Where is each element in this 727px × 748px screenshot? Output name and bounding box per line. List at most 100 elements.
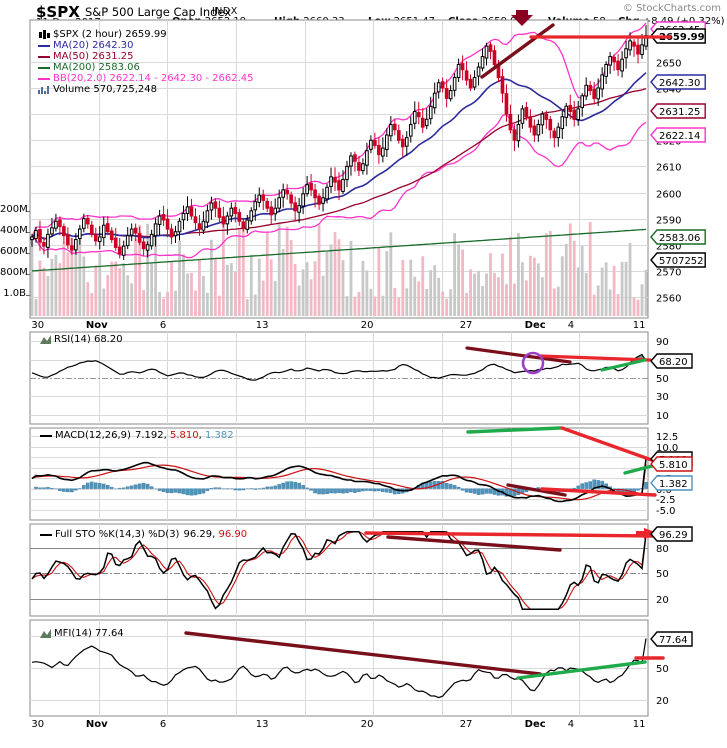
volume-bar [317,224,321,316]
candle-body [93,233,98,242]
macd-histogram-bar [488,488,493,494]
volume-bar [82,256,86,316]
macd-histogram-bar [38,487,42,489]
volume-bar [221,224,225,316]
volume-bar [154,236,157,316]
macd-panel-legend: MACD(12,26,9) 7.192 , 5.810 , 1.382 [40,430,234,441]
macd-histogram-bar [317,488,321,495]
date-axis-label: 30 [31,320,45,331]
legend-row-ma20: MA(20) 2642.30 [38,40,254,51]
annotation-mfi-support[interactable] [516,660,647,680]
annotation-macd-red1[interactable] [560,426,662,465]
legend-row-sto: Full STO %K(14,3) %D(3) 96.29 , 96.90 [40,529,247,540]
volume-bar [198,259,201,316]
macd-histogram-bar [333,488,337,494]
axis-value-flag-text: 2642.30 [659,78,700,89]
volume-bar [620,261,624,316]
candle-body [269,206,274,216]
volume-bar [552,288,556,316]
legend-macd-comma1: , [163,430,170,441]
volume-bar [194,290,197,316]
macd-histogram-bar [269,486,274,489]
volume-bar [90,293,94,316]
candle-body [584,84,589,97]
candle-body [576,108,581,120]
mfi-axis-tick: 50 [656,664,669,675]
date-axis-label: 20 [360,320,374,331]
candle-body [185,206,190,214]
volume-bar [150,262,153,316]
macd-histogram-bar [357,488,361,493]
annotation-macd-darkred[interactable] [506,483,567,497]
candle-body [512,129,517,141]
macd-axis-tick: 12.5 [656,432,678,443]
candle-body [46,233,50,248]
volume-bar [640,284,644,316]
volume-bar [190,272,193,316]
volume-bar [333,232,337,316]
date-axis-label: Dec [524,719,546,730]
macd-histogram-bar [576,485,581,489]
axis-value-flag [650,526,693,542]
annotation-macd-green1[interactable] [466,426,562,434]
date-axis-label: 4 [567,719,575,730]
candle-body [217,207,222,218]
macd-histogram-bar [213,487,218,489]
sto-panel[interactable] [29,523,649,617]
candle-body [588,85,593,92]
volume-bar [644,269,648,316]
annotation-mfi-trendline[interactable] [184,631,542,676]
volume-bar [525,280,528,316]
volume-bar [74,246,78,316]
candle-body [89,224,94,235]
annotation-macd-red2[interactable] [540,487,657,497]
candle-body [396,130,401,141]
candle-body [245,219,250,230]
candle-body [369,139,373,150]
candle-body [50,227,54,235]
macd-histogram-bar [504,488,509,497]
macd-histogram-bar [241,488,246,491]
macd-histogram-bar [82,485,86,489]
candle-body [604,63,608,77]
annotation-rsi-support[interactable] [600,358,647,372]
candle-body [293,202,297,212]
macd-histogram-bar [361,488,365,492]
candle-body [444,87,449,99]
axis-value-flag-text: 2622.14 [659,131,700,142]
macd-histogram-bar [349,488,353,493]
macd-histogram-bar [600,480,604,489]
legend-macd-name: MACD(12,26,9) [55,430,131,441]
annotation-down-arrow-icon[interactable] [511,10,533,26]
macd-histogram-bar [173,488,178,493]
candle-body [580,95,585,109]
candle-body [381,147,385,157]
annotation-rsi-resistance[interactable] [538,354,652,362]
macd-axis-tick: -5.0 [656,506,676,517]
candle-body [524,106,529,118]
volume-bar [405,288,409,316]
annotation-trendline-down[interactable] [480,23,555,79]
macd-histogram-bar [205,488,210,491]
macd-histogram-bar [588,481,592,489]
volume-bar [345,296,349,316]
annotation-sto-resistance[interactable] [364,531,654,538]
macd-histogram-bar [277,484,281,489]
rsi-line [31,353,647,381]
macd-histogram-bar [636,488,640,491]
annotation-sto-arrow-icon[interactable] [636,528,658,539]
candlestick-icon [39,30,50,39]
macd-axis-tick: -2.5 [656,495,676,506]
annotation-rsi-circle[interactable] [521,351,545,375]
candle-body [257,194,262,203]
macd-histogram-bar [145,483,150,489]
volume-bar [170,261,173,316]
volume-bar [265,232,269,316]
candle-body [349,155,353,167]
candle-body [157,215,162,225]
volume-bar [34,298,38,316]
candle-body [225,215,230,225]
annotation-sto-trendline[interactable] [386,535,562,552]
annotation-rsi-trendline[interactable] [465,346,572,364]
